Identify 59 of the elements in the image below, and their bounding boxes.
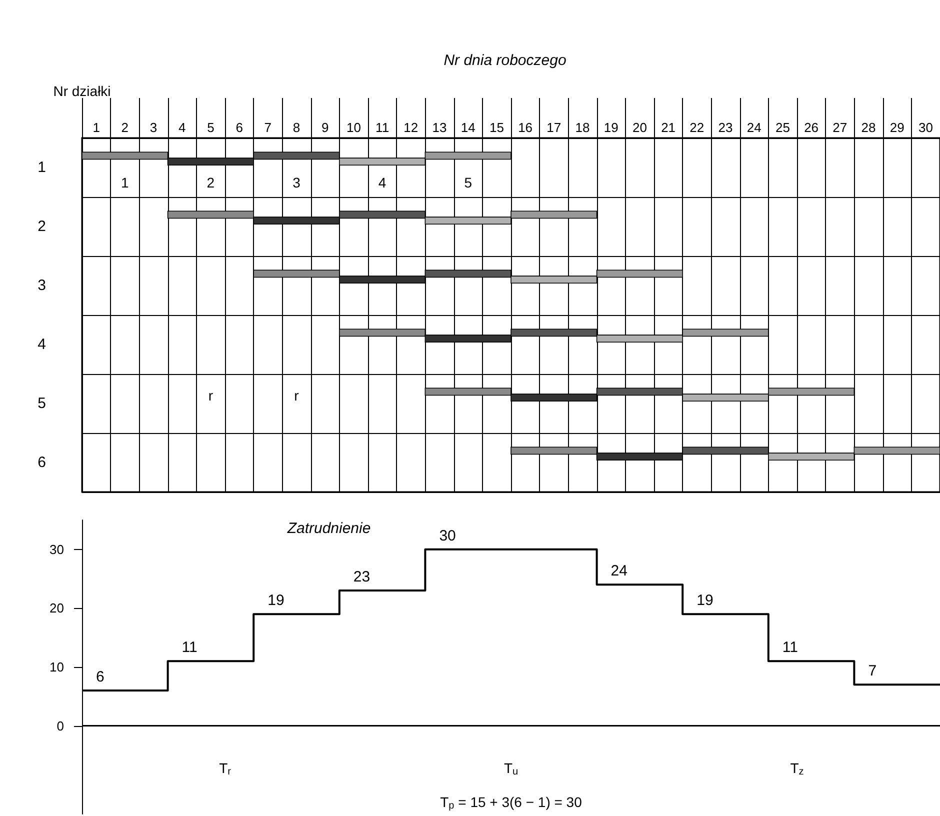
x-tick-label: 15 (489, 120, 504, 135)
data-label: 11 (782, 639, 798, 656)
data-label: 6 (96, 668, 104, 686)
y-tick-label: 3 (38, 277, 46, 294)
x-tick-label: 25 (775, 120, 790, 135)
x-tick-label: 1 (92, 120, 100, 135)
series-label: 2 (206, 174, 215, 190)
series-label: 5 (464, 174, 472, 190)
data-label: 19 (696, 592, 714, 610)
data-label: 7 (868, 662, 877, 680)
x-tick-label: 19 (604, 120, 618, 135)
data-label: 23 (353, 568, 370, 586)
y-tick-label: 30 (50, 542, 64, 557)
y-tick-label: 0 (56, 718, 64, 734)
data-label: 30 (439, 527, 456, 544)
x-tick-label: 18 (575, 120, 590, 135)
x-tick-label: 23 (718, 120, 733, 135)
x-tick-label: 27 (832, 120, 848, 135)
chart-title: Zatrudnienie (286, 520, 371, 537)
x-tick-label: 11 (376, 120, 390, 135)
chart-title: Nr dnia roboczego (444, 52, 566, 69)
data-label: 24 (610, 562, 628, 580)
x-tick-label: 26 (804, 120, 819, 135)
x-tick-label: 21 (661, 120, 676, 135)
annotation: r (294, 388, 300, 404)
x-tick-label: 7 (264, 120, 272, 135)
x-tick-label: 17 (546, 120, 562, 135)
x-tick-label: 12 (404, 120, 418, 135)
x-tick-label: 13 (432, 120, 447, 135)
x-tick-label: 22 (690, 120, 704, 135)
data-label: 11 (182, 639, 198, 656)
y-tick-label: 20 (50, 600, 64, 616)
x-tick-label: 9 (321, 120, 329, 135)
series-label: 3 (292, 174, 301, 190)
x-tick-label: 24 (746, 120, 762, 135)
x-tick-label: 4 (178, 120, 186, 135)
series-label: 1 (121, 174, 129, 190)
x-tick-label: 5 (207, 120, 214, 135)
y-tick-label: 10 (50, 660, 64, 674)
y-axis-title: Nr działki (53, 83, 111, 99)
x-tick-label: 2 (121, 120, 129, 135)
x-tick-label: 16 (518, 120, 533, 135)
y-tick-label: 5 (38, 395, 46, 412)
series-label: 4 (378, 174, 386, 190)
y-tick-label: 1 (38, 159, 46, 176)
annotation: r (208, 388, 214, 404)
x-tick-label: 20 (632, 120, 647, 135)
x-tick-label: 10 (346, 120, 361, 135)
x-tick-label: 3 (150, 120, 158, 135)
y-tick-label: 2 (38, 218, 46, 235)
x-tick-label: 8 (292, 120, 300, 135)
y-tick-label: 4 (38, 336, 46, 353)
x-tick-label: 28 (861, 120, 876, 135)
x-tick-label: 6 (236, 120, 243, 135)
x-tick-label: 14 (460, 120, 476, 135)
x-tick-label: 29 (890, 120, 904, 135)
x-tick-label: 30 (918, 120, 933, 135)
y-tick-label: 6 (38, 454, 46, 471)
data-label: 19 (268, 592, 284, 610)
